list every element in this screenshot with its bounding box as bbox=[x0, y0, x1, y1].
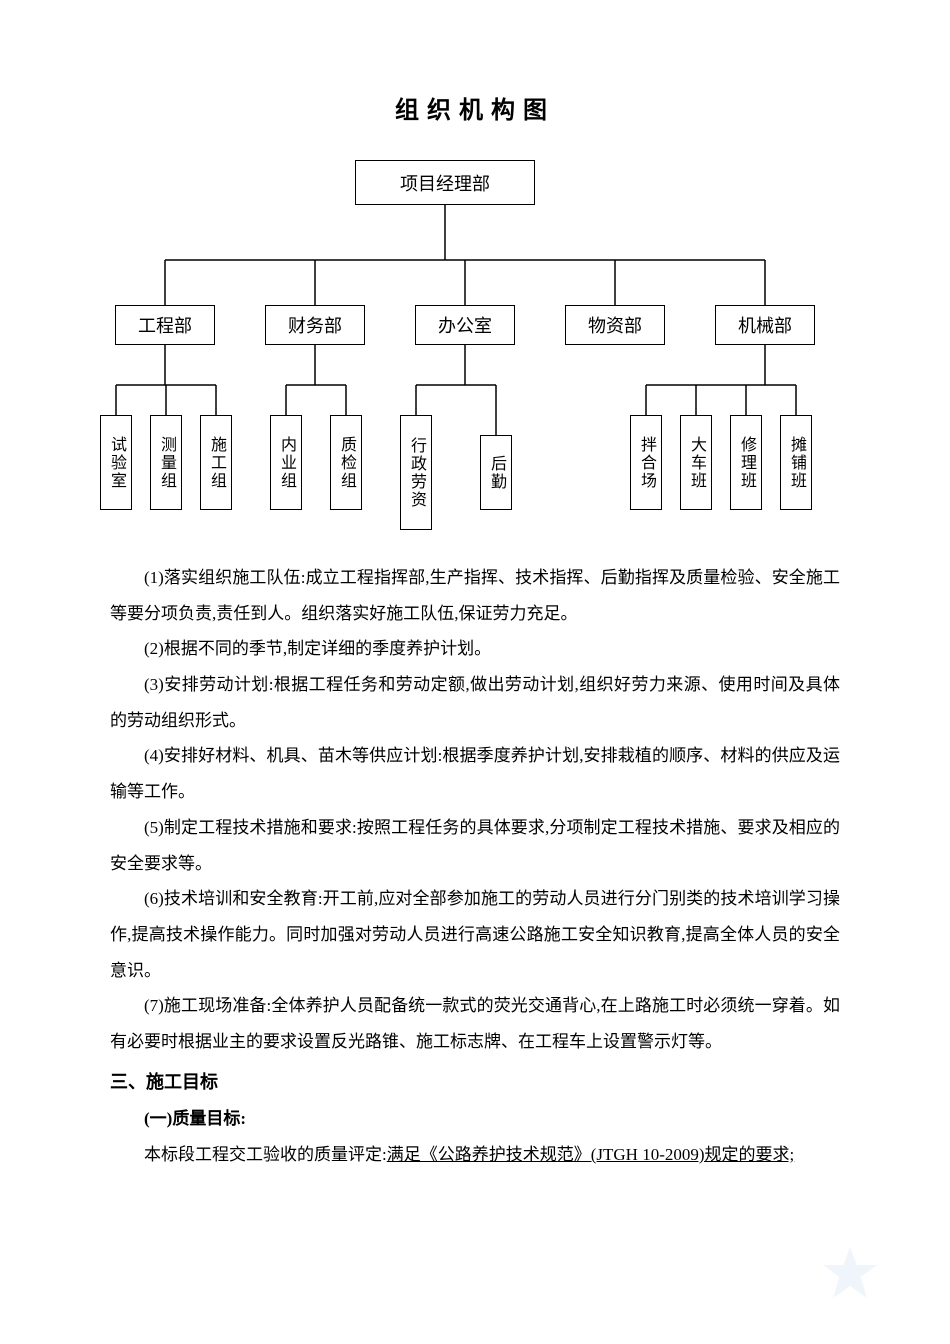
paragraph-2: (2)根据不同的季节,制定详细的季度养护计划。 bbox=[110, 631, 840, 667]
org-node: 行政劳资 bbox=[400, 415, 432, 530]
paragraph-1: (1)落实组织施工队伍:成立工程指挥部,生产指挥、技术指挥、后勤指挥及质量检验、… bbox=[110, 560, 840, 631]
page-title: 组织机构图 bbox=[110, 90, 840, 125]
org-node: 后勤 bbox=[480, 435, 512, 510]
paragraph-5: (5)制定工程技术措施和要求:按照工程任务的具体要求,分项制定工程技术措施、要求… bbox=[110, 810, 840, 881]
org-node: 财务部 bbox=[265, 305, 365, 345]
org-node: 摊铺班 bbox=[780, 415, 812, 510]
org-node: 试验室 bbox=[100, 415, 132, 510]
paragraph-4: (4)安排好材料、机具、苗木等供应计划:根据季度养护计划,安排栽植的顺序、材料的… bbox=[110, 738, 840, 809]
org-node: 项目经理部 bbox=[355, 160, 535, 205]
paragraph-7: (7)施工现场准备:全体养护人员配备统一款式的荧光交通背心,在上路施工时必须统一… bbox=[110, 988, 840, 1059]
org-node: 工程部 bbox=[115, 305, 215, 345]
paragraph-6: (6)技术培训和安全教育:开工前,应对全部参加施工的劳动人员进行分门别类的技术培… bbox=[110, 881, 840, 988]
org-node: 修理班 bbox=[730, 415, 762, 510]
org-node: 机械部 bbox=[715, 305, 815, 345]
org-node: 大车班 bbox=[680, 415, 712, 510]
quality-requirement: 满足《公路养护技术规范》(JTGH 10-2009)规定的要求; bbox=[387, 1145, 795, 1164]
quality-paragraph: 本标段工程交工验收的质量评定:满足《公路养护技术规范》(JTGH 10-2009… bbox=[110, 1137, 840, 1173]
paragraph-3: (3)安排劳动计划:根据工程任务和劳动定额,做出劳动计划,组织好劳力来源、使用时… bbox=[110, 667, 840, 738]
section-heading-3: 三、施工目标 bbox=[110, 1064, 840, 1102]
body-text: (1)落实组织施工队伍:成立工程指挥部,生产指挥、技术指挥、后勤指挥及质量检验、… bbox=[110, 560, 840, 1173]
org-node: 拌合场 bbox=[630, 415, 662, 510]
org-node: 物资部 bbox=[565, 305, 665, 345]
subsection-heading-1: (一)质量目标: bbox=[110, 1101, 840, 1137]
org-node: 内业组 bbox=[270, 415, 302, 510]
org-node: 施工组 bbox=[200, 415, 232, 510]
watermark-icon bbox=[820, 1244, 880, 1304]
org-node: 办公室 bbox=[415, 305, 515, 345]
quality-prefix: 本标段工程交工验收的质量评定: bbox=[144, 1145, 387, 1164]
org-node: 质检组 bbox=[330, 415, 362, 510]
org-node: 测量组 bbox=[150, 415, 182, 510]
org-chart: 项目经理部工程部财务部办公室物资部机械部试验室测量组施工组内业组质检组行政劳资后… bbox=[110, 160, 840, 540]
